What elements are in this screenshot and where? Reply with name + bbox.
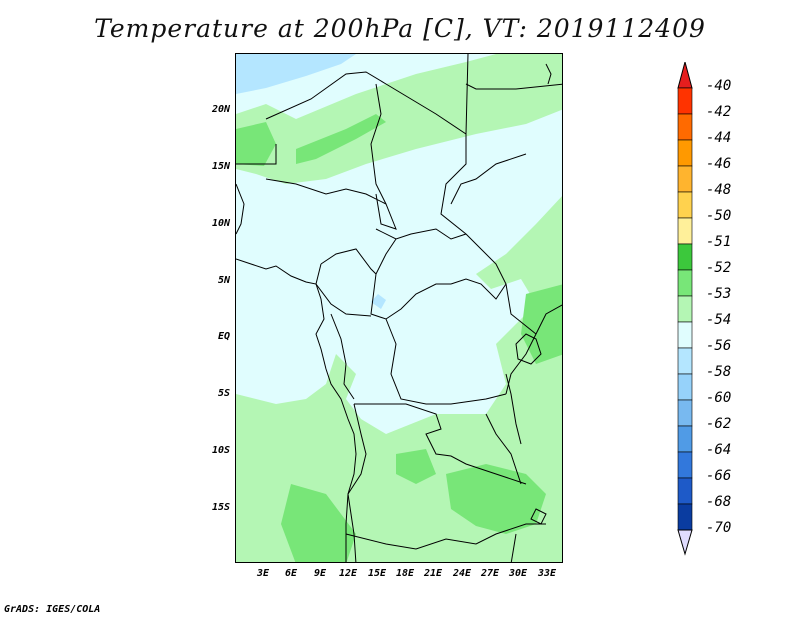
colorbar-swatches	[677, 62, 693, 556]
field-region-minus56-small	[371, 294, 386, 309]
lakes	[485, 63, 552, 525]
lat-label-15s: 15S	[211, 502, 230, 513]
colorbar-label: -52	[706, 260, 732, 276]
lon-label-3e: 3E	[256, 568, 270, 579]
credit-label: GrADS: IGES/COLA	[4, 604, 101, 615]
field-region-minus52-south	[446, 464, 546, 534]
colorbar-label: -42	[706, 104, 732, 120]
lon-label-30e: 30E	[508, 568, 528, 579]
colorbar-swatch	[677, 191, 693, 219]
country-borders	[236, 54, 562, 562]
field-region-minus52-central	[396, 449, 436, 484]
colorbar-label: -48	[706, 182, 732, 198]
lon-label-33e: 33E	[537, 568, 557, 579]
colorbar-swatch	[677, 217, 693, 245]
field-region-minus52-north	[236, 122, 276, 166]
colorbar-swatch	[677, 451, 693, 479]
lon-label-6e: 6E	[284, 568, 298, 579]
lat-label-5n: 5N	[217, 275, 230, 286]
lon-label-18e: 18E	[395, 568, 415, 579]
colorbar-label: -64	[706, 442, 732, 458]
colorbar-label: -44	[706, 130, 732, 146]
colorbar-swatch	[677, 477, 693, 505]
field-region-minus52-band	[296, 114, 386, 164]
colorbar-swatch	[677, 373, 693, 401]
lon-label-24e: 24E	[452, 568, 472, 579]
lat-label-15n: 15N	[211, 161, 230, 172]
colorbar-swatch	[677, 295, 693, 323]
colorbar-label: -62	[706, 416, 732, 432]
lon-label-21e: 21E	[423, 568, 443, 579]
colorbar-label: -53	[706, 286, 732, 302]
colorbar-label: -68	[706, 494, 732, 510]
lon-label-27e: 27E	[480, 568, 500, 579]
colorbar-label: -40	[706, 78, 732, 94]
colorbar-label: -51	[706, 234, 732, 250]
colorbar-swatch	[677, 321, 693, 349]
lat-label-20n: 20N	[211, 104, 230, 115]
lon-label-15e: 15E	[367, 568, 387, 579]
colorbar-swatch	[677, 425, 693, 453]
colorbar-bottom-arrow	[677, 529, 693, 556]
colorbar-swatch	[677, 269, 693, 297]
colorbar-swatch	[677, 399, 693, 427]
colorbar	[677, 62, 693, 556]
colorbar-label: -66	[706, 468, 732, 484]
colorbar-label: -58	[706, 364, 732, 380]
field-region-minus56-north	[236, 54, 356, 94]
field-region-minus52-southwest	[281, 484, 356, 562]
temperature-field	[236, 54, 562, 562]
lat-label-10n: 10N	[211, 218, 230, 229]
colorbar-swatch	[677, 87, 693, 115]
colorbar-swatch	[677, 347, 693, 375]
lon-label-9e: 9E	[313, 568, 327, 579]
colorbar-label: -70	[706, 520, 732, 536]
colorbar-swatch	[677, 139, 693, 167]
map-panel	[235, 53, 563, 563]
colorbar-label: -46	[706, 156, 732, 172]
colorbar-swatch	[677, 503, 693, 531]
colorbar-label: -56	[706, 338, 732, 354]
colorbar-label: -50	[706, 208, 732, 224]
colorbar-label: -60	[706, 390, 732, 406]
lon-label-12e: 12E	[338, 568, 358, 579]
map-title: Temperature at 200hPa [C], VT: 201911240…	[94, 14, 706, 43]
colorbar-swatch	[677, 243, 693, 271]
colorbar-swatch	[677, 113, 693, 141]
lat-label-10s: 10S	[211, 445, 230, 456]
colorbar-label: -54	[706, 312, 732, 328]
colorbar-swatch	[677, 165, 693, 193]
colorbar-top-arrow	[677, 62, 693, 89]
coastline	[236, 183, 357, 562]
lat-label-5s: 5S	[217, 388, 230, 399]
lat-label-eq: EQ	[217, 331, 230, 342]
